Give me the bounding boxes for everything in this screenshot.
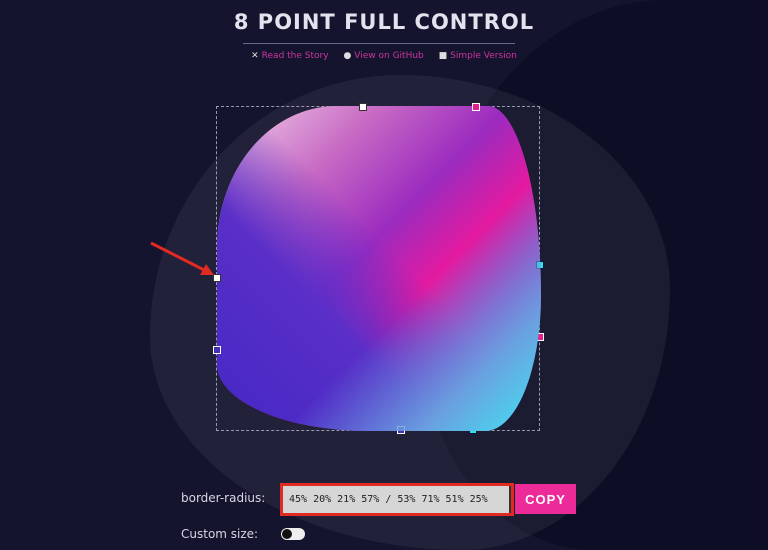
header-links: ✕ Read the Story ● View on GitHub ■ Simple … xyxy=(0,51,768,61)
page-title: 8 POINT FULL CONTROL xyxy=(233,10,535,34)
x-icon: ✕ xyxy=(251,51,259,61)
blob-shape-preview xyxy=(217,106,541,431)
square-icon: ■ xyxy=(438,51,448,61)
custom-size-toggle[interactable] xyxy=(281,528,305,540)
red-arrow-annotation xyxy=(150,241,214,275)
github-icon: ● xyxy=(343,51,352,61)
github-link[interactable]: ● View on GitHub xyxy=(343,51,424,61)
copy-button[interactable]: COPY xyxy=(515,484,576,514)
custom-size-label: Custom size: xyxy=(181,527,259,541)
border-radius-field-highlight xyxy=(280,483,514,516)
border-radius-label: border-radius: xyxy=(181,491,266,505)
divider xyxy=(243,43,515,44)
simple-version-link[interactable]: ■ Simple Version xyxy=(438,51,517,61)
read-story-link[interactable]: ✕ Read the Story xyxy=(251,51,329,61)
border-radius-input[interactable] xyxy=(283,486,511,513)
toggle-knob xyxy=(282,529,292,539)
